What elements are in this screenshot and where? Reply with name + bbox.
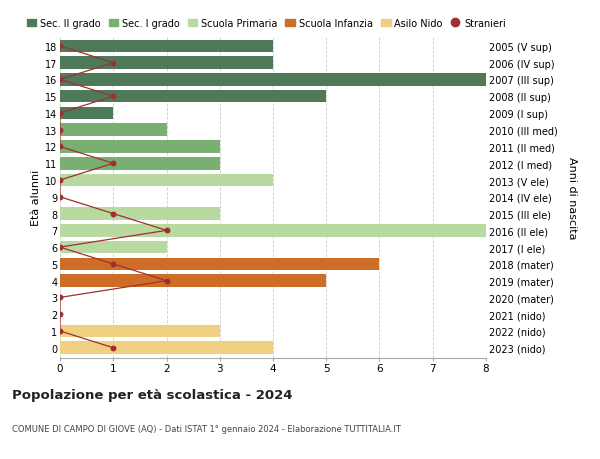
Point <box>55 144 65 151</box>
Bar <box>60 107 113 120</box>
Bar <box>60 341 273 354</box>
Point <box>55 43 65 50</box>
Point <box>109 60 118 67</box>
Bar <box>60 325 220 337</box>
Bar <box>60 124 167 137</box>
Point <box>162 277 172 285</box>
Bar <box>60 174 273 187</box>
Bar <box>60 275 326 287</box>
Point <box>55 127 65 134</box>
Bar <box>60 91 326 103</box>
Point <box>55 328 65 335</box>
Legend: Sec. II grado, Sec. I grado, Scuola Primaria, Scuola Infanzia, Asilo Nido, Stran: Sec. II grado, Sec. I grado, Scuola Prim… <box>26 19 506 28</box>
Point <box>109 93 118 101</box>
Bar <box>60 141 220 153</box>
Point <box>109 210 118 218</box>
Bar <box>60 241 167 254</box>
Y-axis label: Età alunni: Età alunni <box>31 169 41 225</box>
Bar <box>60 57 273 70</box>
Point <box>55 194 65 201</box>
Point <box>55 77 65 84</box>
Point <box>55 311 65 318</box>
Point <box>162 227 172 235</box>
Point <box>55 177 65 185</box>
Point <box>109 344 118 352</box>
Text: Popolazione per età scolastica - 2024: Popolazione per età scolastica - 2024 <box>12 388 293 401</box>
Text: COMUNE DI CAMPO DI GIOVE (AQ) - Dati ISTAT 1° gennaio 2024 - Elaborazione TUTTIT: COMUNE DI CAMPO DI GIOVE (AQ) - Dati IST… <box>12 425 401 434</box>
Bar <box>60 74 486 86</box>
Point <box>55 244 65 251</box>
Point <box>109 261 118 268</box>
Y-axis label: Anni di nascita: Anni di nascita <box>567 156 577 239</box>
Point <box>55 294 65 302</box>
Point <box>55 110 65 118</box>
Bar <box>60 157 220 170</box>
Bar <box>60 40 273 53</box>
Bar <box>60 258 379 271</box>
Bar <box>60 208 220 220</box>
Point <box>109 160 118 168</box>
Bar <box>60 224 486 237</box>
